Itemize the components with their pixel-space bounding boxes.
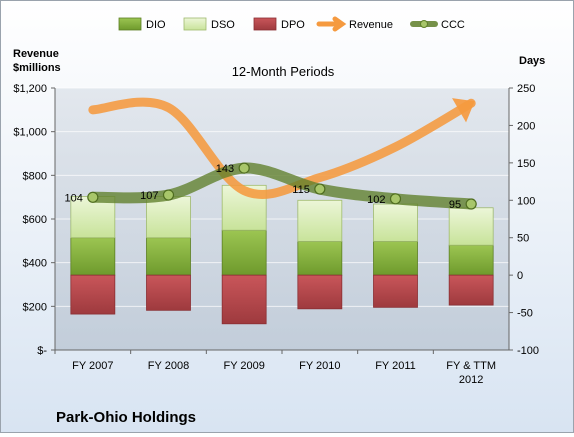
legend-swatch-dpo — [253, 17, 277, 31]
bar-dso — [70, 196, 116, 239]
left-axis-title-line1: Revenue — [13, 48, 59, 60]
ccc-data-label: 95 — [449, 199, 461, 211]
x-tick-label: FY & TTM — [446, 360, 496, 372]
bars — [70, 184, 494, 325]
x-tick-label: 2012 — [459, 374, 483, 386]
bar-dpo — [70, 274, 116, 315]
bar-dpo — [373, 274, 418, 308]
bar-dso — [146, 196, 191, 239]
bar-dio — [297, 241, 343, 276]
left-axis-title-line2: $millions — [13, 62, 61, 74]
right-axis-title: Days — [519, 55, 545, 67]
ccc-data-label: 102 — [367, 194, 385, 206]
bar-dpo — [297, 274, 343, 310]
left-tick-label: $600 — [23, 214, 47, 226]
ccc-marker — [162, 189, 175, 201]
bar-dpo — [146, 274, 191, 311]
x-tick-label: FY 2008 — [148, 360, 189, 372]
x-tick-label: FY 2011 — [375, 360, 416, 372]
chart-title: 12-Month Periods — [232, 64, 335, 79]
lines — [87, 97, 477, 210]
legend-label-dio: DIO — [146, 19, 166, 31]
right-tick-label: -100 — [517, 345, 539, 357]
x-tick-label: FY 2007 — [72, 360, 113, 372]
x-tick-label: FY 2010 — [299, 360, 340, 372]
ccc-marker — [389, 193, 402, 205]
bar-dpo — [448, 274, 494, 306]
bar-dio — [70, 237, 116, 276]
ccc-marker — [87, 191, 99, 203]
ccc-data-label: 107 — [140, 190, 158, 202]
right-tick-label: 200 — [517, 120, 535, 132]
left-tick-label: $400 — [23, 258, 47, 270]
legend-swatch-dio — [118, 17, 142, 31]
left-tick-label: $- — [37, 345, 47, 357]
right-tick-label: 50 — [517, 233, 529, 245]
legend-label-dso: DSO — [211, 19, 235, 31]
x-tick-label: FY 2009 — [223, 360, 264, 372]
bar-dio — [146, 237, 191, 276]
bar-dso — [448, 207, 494, 246]
revenue-line — [88, 97, 476, 199]
legend-swatch-revenue — [316, 16, 347, 32]
data-labels: 104 107 143 115 102 95 — [64, 163, 461, 211]
right-tick-label: 100 — [517, 195, 535, 207]
left-tick-label: $1,000 — [13, 127, 47, 139]
legend-label-ccc: CCC — [441, 19, 465, 31]
company-name: Park-Ohio Holdings — [56, 409, 196, 426]
legend-marker-ccc — [420, 20, 428, 28]
revenue-arrowhead — [452, 98, 475, 123]
legend-label-dpo: DPO — [281, 19, 305, 31]
right-tick-label: 0 — [517, 270, 523, 282]
ccc-data-label: 115 — [292, 184, 310, 196]
right-tick-label: -50 — [517, 308, 533, 320]
ccc-data-label: 104 — [64, 192, 82, 204]
left-tick-label: $1,200 — [13, 83, 47, 95]
left-tick-label: $200 — [23, 301, 47, 313]
bar-dso — [373, 203, 418, 242]
ccc-data-label: 143 — [216, 163, 234, 175]
legend-swatch-dso — [183, 17, 207, 31]
bar-dso — [297, 199, 343, 242]
gridlines — [55, 87, 509, 307]
legend-label-revenue: Revenue — [349, 19, 393, 31]
bar-dpo — [221, 274, 267, 325]
bar-dio — [221, 229, 267, 276]
right-tick-label: 150 — [517, 158, 535, 170]
ccc-marker — [465, 198, 477, 210]
bar-dio — [448, 244, 494, 276]
legend: DIO DSO DPO Revenue CCC — [118, 16, 465, 32]
axes: $- $200 $400 $600 $800 $1,000 $1,200 -100 -50 0 50… — [13, 83, 539, 386]
ccc-marker — [314, 183, 326, 195]
bar-dio — [373, 241, 418, 276]
left-tick-label: $800 — [23, 170, 47, 182]
right-tick-label: 250 — [517, 83, 535, 95]
ccc-marker — [238, 162, 250, 174]
